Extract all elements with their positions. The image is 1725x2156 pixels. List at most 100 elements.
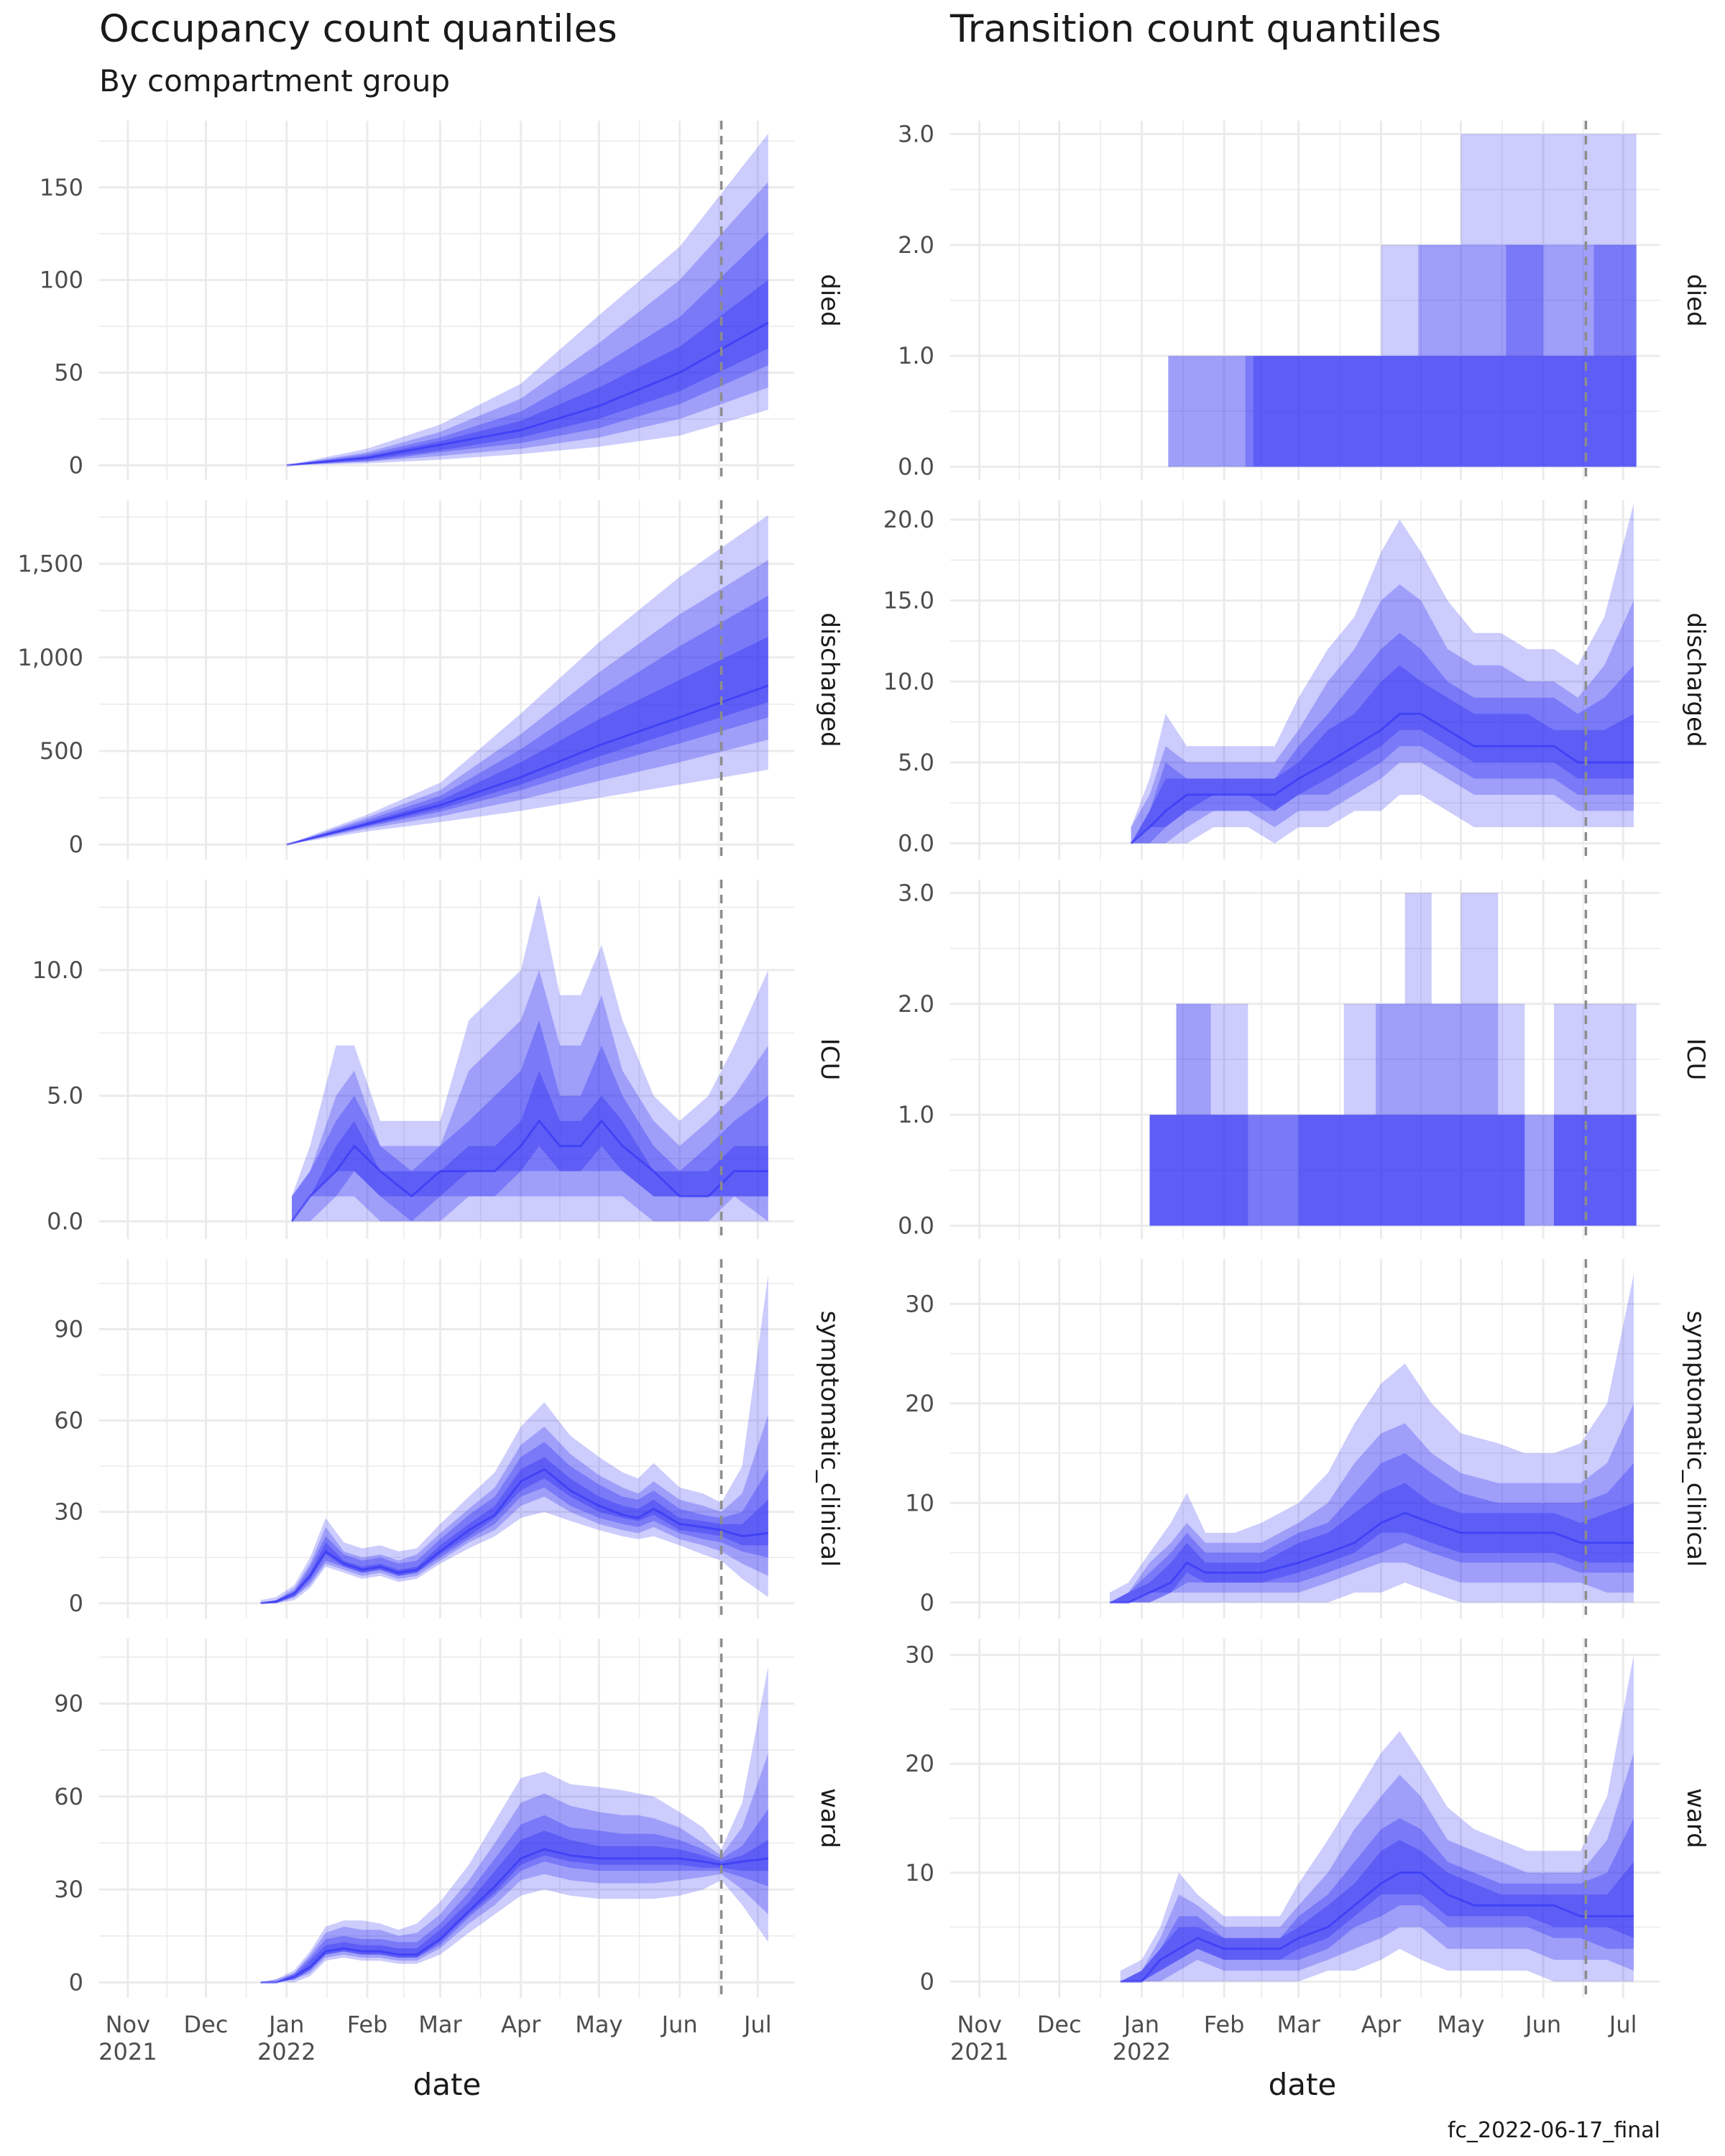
facet-label-ICU: ICU: [1681, 1038, 1710, 1081]
y-tick-label: 90: [54, 1315, 83, 1342]
y-tick-label: 30: [54, 1876, 83, 1903]
quantile-band-3: [1110, 1453, 1634, 1603]
x-tick-year-label: 2022: [257, 2038, 316, 2065]
quantile-band-4: [1120, 1840, 1634, 1982]
y-tick-label: 0: [920, 1968, 934, 1995]
quantile-band-4: [260, 1457, 768, 1603]
y-tick-label: 10: [905, 1859, 934, 1886]
quantile-band-4: [1165, 356, 1637, 467]
quantile-band-1: [286, 515, 768, 845]
y-tick-label: 1.0: [898, 342, 934, 369]
quantile-band-2: [1165, 244, 1637, 467]
y-tick-label: 90: [54, 1690, 83, 1718]
facet-label-discharged: discharged: [815, 612, 844, 747]
y-tick-label: 100: [40, 267, 83, 294]
quantile-band-2: [286, 182, 768, 466]
y-tick-label: 2.0: [898, 231, 934, 259]
panel-transition-discharged: 0.0 5.0 10.0 15.0 20.0 discharged: [883, 500, 1710, 860]
x-tick-label: May: [1437, 2011, 1484, 2038]
left-chart-subtitle: By compartment group: [99, 63, 450, 98]
x-tick-year-label: 2022: [1113, 2038, 1171, 2065]
quantile-band-1: [260, 1666, 768, 1983]
y-tick-label: 30: [905, 1290, 934, 1317]
x-tick-year-label: 2021: [950, 2038, 1008, 2065]
y-tick-label: 3.0: [898, 121, 934, 148]
y-tick-label: 10.0: [883, 668, 934, 695]
quantile-band-4: [292, 1070, 768, 1222]
median-line: [1130, 712, 1634, 844]
x-tick-label: Jun: [661, 2011, 698, 2038]
median-line: [290, 1119, 768, 1222]
x-tick-label: Jul: [1608, 2011, 1637, 2038]
quantile-band-1: [286, 134, 768, 466]
y-tick-label: 1,000: [17, 644, 83, 671]
median-line: [1120, 1871, 1634, 1983]
quantile-band-2: [1146, 1003, 1637, 1226]
x-tick-label: Mar: [418, 2011, 462, 2038]
median-line: [286, 321, 769, 466]
y-tick-label: 0: [69, 451, 83, 479]
quantile-band-2: [260, 1753, 768, 1983]
median-line: [260, 1468, 768, 1605]
y-tick-label: 20: [905, 1750, 934, 1777]
quantile-band-4: [1146, 1115, 1637, 1226]
panel-transition-died: 0.0 1.0 2.0 3.0 died: [898, 121, 1710, 481]
x-tick-label: Nov: [957, 2011, 1001, 2038]
y-tick-label: 60: [54, 1407, 83, 1434]
facet-label-symptomatic_clinical: symptomatic_clinical: [1681, 1311, 1710, 1567]
y-tick-label: 500: [40, 737, 83, 765]
y-tick-label: 1.0: [898, 1101, 934, 1128]
median-line: [1110, 1511, 1634, 1604]
figure-caption: fc_2022-06-17_final: [1448, 2118, 1660, 2143]
quantile-band-1: [1110, 1273, 1634, 1603]
x-tick-label: Apr: [501, 2011, 541, 2038]
quantile-band-1: [1165, 134, 1637, 467]
quantile-band-4: [1131, 665, 1634, 844]
y-tick-label: 20: [905, 1390, 934, 1417]
x-tick-label: Jan: [267, 2011, 304, 2038]
y-tick-label: 150: [40, 174, 83, 201]
quantile-band-3: [1131, 632, 1634, 844]
x-tick-label: Nov: [106, 2011, 150, 2038]
quantile-band-1: [1120, 1654, 1634, 1982]
y-tick-label: 0.0: [898, 1212, 934, 1239]
quantile-band-2: [1131, 584, 1634, 844]
panel-occupancy-died: 0 50 100 150 died: [40, 121, 844, 480]
quantile-band-1: [1146, 893, 1637, 1226]
x-tick-label: Dec: [1037, 2011, 1082, 2038]
facet-panels: 050100150died05001,0001,500discharged0.0…: [17, 121, 1710, 2065]
panel-transition-ICU: 0.0 1.0 2.0 3.0 ICU: [898, 880, 1710, 1240]
y-tick-label: 0.0: [898, 453, 934, 480]
y-tick-label: 10: [905, 1489, 934, 1516]
x-tick-label: Jul: [742, 2011, 772, 2038]
quantile-band-2: [286, 560, 768, 845]
y-tick-label: 10.0: [32, 957, 83, 984]
x-tick-label: Feb: [1204, 2011, 1245, 2038]
quantile-band-3: [260, 1809, 768, 1983]
quantile-band-3: [1165, 244, 1637, 467]
y-tick-label: 5.0: [47, 1082, 83, 1110]
facet-label-died: died: [815, 274, 844, 327]
x-tick-year-label: 2021: [98, 2038, 157, 2065]
quantile-band-4: [260, 1830, 768, 1983]
left-x-axis-title: date: [413, 2067, 482, 2102]
left-chart-title: Occupancy count quantiles: [99, 7, 617, 51]
y-tick-label: 15.0: [883, 587, 934, 614]
y-tick-label: 30: [54, 1498, 83, 1526]
quantile-band-3: [260, 1442, 768, 1603]
y-tick-label: 0.0: [47, 1208, 83, 1235]
y-tick-label: 20.0: [883, 506, 934, 533]
y-tick-label: 2.0: [898, 990, 934, 1018]
y-tick-label: 0: [920, 1589, 934, 1616]
facet-label-symptomatic_clinical: symptomatic_clinical: [815, 1311, 844, 1567]
panel-transition-symptomatic_clinical: 0 10 20 30 symptomatic_clinical: [905, 1259, 1710, 1618]
x-tick-label: Apr: [1361, 2011, 1402, 2038]
quantile-band-1: [1131, 503, 1634, 844]
y-tick-label: 0: [69, 1590, 83, 1617]
y-tick-label: 3.0: [898, 880, 934, 907]
y-tick-label: 1,500: [17, 550, 83, 578]
median-line: [260, 1848, 768, 1984]
facet-label-ward: ward: [1681, 1788, 1710, 1848]
right-chart-title: Transition count quantiles: [949, 7, 1441, 51]
